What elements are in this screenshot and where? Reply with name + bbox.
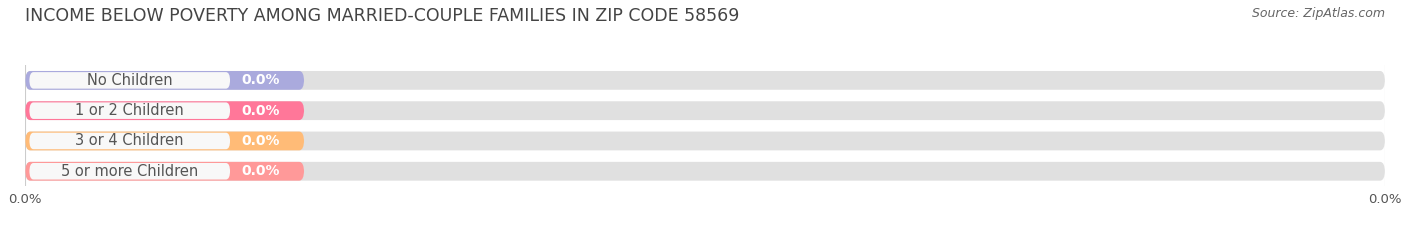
Text: 5 or more Children: 5 or more Children — [60, 164, 198, 179]
Text: 1 or 2 Children: 1 or 2 Children — [76, 103, 184, 118]
Text: 0.0%: 0.0% — [240, 134, 280, 148]
FancyBboxPatch shape — [25, 71, 1385, 90]
FancyBboxPatch shape — [30, 72, 231, 89]
FancyBboxPatch shape — [30, 163, 231, 179]
FancyBboxPatch shape — [30, 133, 231, 149]
FancyBboxPatch shape — [25, 132, 1385, 150]
Text: No Children: No Children — [87, 73, 173, 88]
FancyBboxPatch shape — [25, 101, 1385, 120]
Text: 3 or 4 Children: 3 or 4 Children — [76, 134, 184, 148]
FancyBboxPatch shape — [25, 101, 304, 120]
Text: 0.0%: 0.0% — [240, 73, 280, 87]
FancyBboxPatch shape — [25, 71, 304, 90]
Text: 0.0%: 0.0% — [240, 104, 280, 118]
FancyBboxPatch shape — [25, 162, 1385, 181]
Text: Source: ZipAtlas.com: Source: ZipAtlas.com — [1251, 7, 1385, 20]
Text: INCOME BELOW POVERTY AMONG MARRIED-COUPLE FAMILIES IN ZIP CODE 58569: INCOME BELOW POVERTY AMONG MARRIED-COUPL… — [25, 7, 740, 25]
Text: 0.0%: 0.0% — [240, 164, 280, 178]
FancyBboxPatch shape — [25, 132, 304, 150]
FancyBboxPatch shape — [25, 162, 304, 181]
FancyBboxPatch shape — [30, 103, 231, 119]
